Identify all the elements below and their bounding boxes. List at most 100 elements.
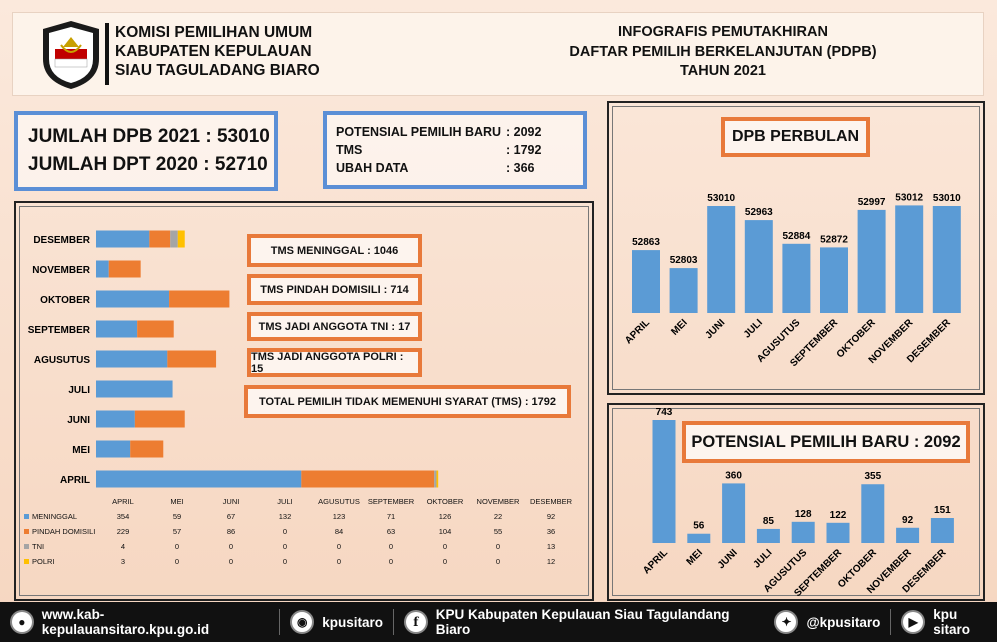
data-label: 53012: [895, 192, 923, 203]
table-cell: 3: [120, 557, 126, 566]
table-row-label: POLRI: [24, 557, 104, 566]
table-cell: 229: [116, 527, 130, 536]
table-cell: 12: [546, 557, 556, 566]
panel-inner-border: [612, 106, 980, 390]
facebook-link[interactable]: f KPU Kabupaten Kepulauan Siau Tagulanda…: [403, 607, 765, 637]
y-tick-label: DESEMBER: [33, 235, 90, 246]
table-cell: 86: [226, 527, 236, 536]
summary-value: : 2092: [506, 125, 542, 139]
bar: [896, 527, 920, 543]
bar-segment: [96, 470, 302, 488]
tms-total-box: TOTAL PEMILIH TIDAK MEMENUHI SYARAT (TMS…: [244, 385, 571, 418]
bar-segment: [177, 230, 185, 248]
bar-segment: [96, 290, 170, 308]
y-tick-label: MEI: [72, 445, 90, 456]
table-header-cell: MEI: [170, 497, 184, 506]
potensial-summary: POTENSIAL PEMILIH BARU : 2092 TMS : 1792…: [323, 111, 587, 189]
bar: [707, 206, 736, 313]
data-label: 52872: [820, 234, 848, 245]
table-row: POLRI 3 0 0 0 0 0 0 0 12: [24, 557, 584, 572]
dpb-dpt-summary: JUMLAH DPB 2021 : 53010 JUMLAH DPT 2020 …: [14, 111, 278, 191]
table-header-row: APRIL MEI JUNI JULI AGUSUTUS SEPTEMBER OKTOBER…: [24, 497, 584, 512]
y-tick-label: JULI: [68, 385, 90, 396]
data-label: 53010: [707, 193, 735, 204]
tms-tni-text: TMS JADI ANGGOTA TNI : 17: [258, 320, 411, 333]
twitter-icon: ✦: [774, 610, 799, 634]
table-row: MENINGGAL 354 59 67 132 123 71 126 22 92: [24, 512, 584, 527]
bar: [722, 483, 746, 543]
bar-segment: [96, 410, 135, 428]
youtube-icon: ▶: [901, 610, 926, 634]
bar: [826, 522, 850, 543]
dpb-chart-panel: [607, 101, 985, 395]
table-cell: 0: [282, 557, 288, 566]
table-header-cell: OKTOBER: [426, 497, 464, 506]
data-label: 122: [830, 510, 847, 521]
table-cell: 0: [442, 542, 448, 551]
panel-inner-border: [19, 206, 589, 596]
table-cell: 71: [386, 512, 396, 521]
bar: [652, 420, 676, 543]
bar-segment: [96, 380, 173, 398]
bar-segment: [434, 470, 437, 488]
table-cell: 104: [438, 527, 452, 536]
twitter-link[interactable]: ✦ @kpusitaro: [774, 610, 880, 634]
y-tick-label: APRIL: [60, 475, 90, 486]
table-cell: 36: [546, 527, 556, 536]
bar-segment: [167, 350, 217, 368]
bar-segment: [96, 320, 138, 338]
data-label: 355: [864, 471, 881, 482]
bar: [782, 243, 811, 313]
bar-segment: [170, 230, 178, 248]
tms-total-text: TOTAL PEMILIH TIDAK MEMENUHI SYARAT (TMS…: [258, 395, 557, 408]
table-header-cell: NOVEMBER: [476, 497, 520, 506]
tms-pindah-box: TMS PINDAH DOMISILI : 714: [247, 274, 422, 305]
data-label: 128: [795, 509, 812, 520]
table-cell: 57: [172, 527, 182, 536]
tms-tni-box: TMS JADI ANGGOTA TNI : 17: [247, 312, 422, 341]
y-tick-label: AGUSUTUS: [34, 355, 90, 366]
data-label: 52963: [745, 207, 773, 218]
bar: [861, 484, 885, 543]
bar-segment: [169, 290, 230, 308]
dpb-chart-title-text: DPB PERBULAN: [731, 128, 860, 145]
table-cell: 354: [116, 512, 130, 521]
table-header-cell: APRIL: [112, 497, 134, 506]
summary-label: TMS: [336, 143, 363, 157]
x-tick-label: APRIL: [641, 547, 670, 576]
table-cell: 0: [282, 542, 288, 551]
bar: [820, 247, 848, 313]
org-line-2: KABUPATEN KEPULAUAN: [115, 43, 312, 60]
summary-row: UBAH DATA : 366: [336, 159, 583, 177]
y-tick-label: NOVEMBER: [32, 265, 91, 276]
table-header-cell: DESEMBER: [529, 497, 573, 506]
tms-polri-box: TMS JADI ANGGOTA POLRI : 15: [247, 348, 422, 377]
data-label: 52884: [782, 231, 810, 242]
y-tick-label: JUNI: [67, 415, 90, 426]
table-cell: 55: [493, 527, 503, 536]
header-banner: KOMISI PEMILIHAN UMUM KABUPATEN KEPULAUA…: [12, 12, 984, 96]
facebook-icon: f: [403, 610, 428, 634]
instagram-link[interactable]: ◉ kpusitaro: [290, 610, 383, 634]
panel-inner-border: [612, 408, 980, 596]
table-cell: 0: [495, 557, 501, 566]
table-row-label: PINDAH DOMISILI: [24, 527, 104, 536]
youtube-link[interactable]: ▶ kpu sitaro: [901, 607, 997, 637]
website-link[interactable]: ● www.kab-kepulauansitaro.kpu.go.id: [10, 607, 269, 637]
dpb-2021-total: JUMLAH DPB 2021 : 53010: [28, 126, 270, 147]
data-label: 52863: [632, 237, 660, 248]
table-row: PINDAH DOMISILI 229 57 86 0 84 63 104 55 36: [24, 527, 584, 542]
table-cell: 0: [228, 542, 234, 551]
tms-stacked-bar-chart: DESEMBER NOVEMBER OKTOBER SEPTEMBER AGUSUTUS…: [28, 230, 439, 488]
table-cell: 0: [388, 557, 394, 566]
data-label: 151: [934, 505, 951, 516]
summary-value: : 1792: [506, 143, 542, 157]
tms-data-table: APRIL MEI JUNI JULI AGUSUTUS SEPTEMBER OKTOBER…: [24, 497, 584, 572]
bar-segment: [96, 260, 109, 278]
bar: [930, 518, 954, 543]
data-label: 92: [902, 515, 914, 526]
tms-meninggal-text: TMS MENINGGAL : 1046: [270, 244, 399, 257]
table-cell: 0: [336, 542, 342, 551]
x-tick-label: JULI: [751, 547, 774, 570]
x-tick-label: MEI: [685, 547, 706, 568]
